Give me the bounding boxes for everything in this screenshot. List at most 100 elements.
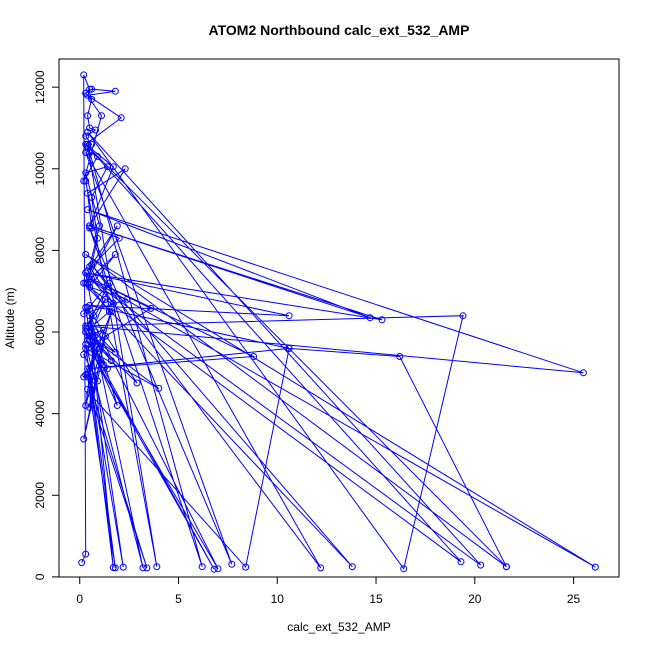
data-point	[84, 304, 92, 311]
data-point	[86, 312, 94, 320]
data-point	[84, 91, 92, 99]
data-point	[82, 269, 90, 277]
data-point	[86, 404, 94, 411]
data-point	[82, 89, 90, 97]
data-point	[82, 140, 90, 148]
data-point	[84, 365, 92, 373]
data-point	[80, 435, 88, 443]
y-tick-label: 12000	[33, 70, 47, 104]
series-line	[83, 131, 596, 570]
data-point	[82, 322, 90, 330]
y-axis-label: Altitude (m)	[3, 287, 17, 348]
y-tick-label: 8000	[33, 237, 47, 264]
data-point	[107, 308, 115, 316]
data-point	[80, 373, 88, 381]
data-point	[147, 304, 155, 312]
x-axis: 0 5 10 15 20 25	[76, 576, 581, 606]
data-point	[459, 312, 467, 320]
y-tick-label: 6000	[33, 318, 47, 345]
data-point	[80, 177, 88, 185]
data-point	[82, 344, 90, 352]
data-point	[82, 550, 90, 558]
data-point	[90, 312, 98, 320]
x-tick-label: 20	[468, 592, 482, 606]
data-point	[84, 140, 92, 148]
data-point	[250, 353, 258, 360]
data-point	[133, 379, 141, 387]
data-point	[214, 565, 222, 573]
data-point	[86, 365, 94, 373]
y-tick-label: 2000	[33, 482, 47, 509]
data-point	[80, 279, 88, 287]
data-point	[117, 114, 125, 122]
data-point	[139, 564, 147, 572]
data-point	[119, 563, 127, 571]
y-tick-label: 10000	[33, 152, 47, 186]
data-point	[88, 95, 96, 103]
data-point	[80, 71, 88, 79]
data-point	[153, 563, 161, 571]
data-point	[82, 402, 90, 409]
y-tick-label: 0	[33, 573, 47, 580]
data-point	[378, 316, 386, 324]
data-point	[94, 377, 101, 385]
data-point	[82, 340, 90, 348]
data-point	[86, 302, 94, 309]
data-point	[86, 283, 94, 291]
data-point	[88, 348, 96, 356]
data-point	[242, 563, 250, 571]
data-point	[198, 563, 206, 571]
data-point	[86, 85, 94, 93]
data-point	[88, 261, 96, 269]
data-point	[78, 559, 86, 567]
data-point	[396, 353, 404, 360]
y-axis: 0 2000 4000 6000 8000 10000 12000	[33, 70, 60, 580]
data-point	[84, 385, 92, 393]
data-point	[477, 561, 485, 569]
data-point	[82, 177, 90, 185]
data-point	[82, 251, 90, 258]
data-point	[113, 222, 121, 230]
data-point	[86, 389, 94, 397]
x-tick-label: 10	[271, 592, 285, 606]
data-point	[317, 564, 325, 572]
data-point	[99, 326, 107, 334]
data-point	[82, 169, 90, 177]
data-point	[84, 336, 92, 344]
data-point	[88, 275, 96, 283]
data-point	[400, 565, 408, 573]
data-point	[155, 384, 163, 392]
data-point	[84, 142, 92, 150]
data-point	[94, 234, 101, 242]
data-point	[88, 85, 96, 93]
data-point	[84, 128, 92, 136]
x-tick-label: 5	[175, 592, 182, 606]
data-point	[210, 565, 218, 573]
data-point	[86, 124, 94, 132]
data-point	[98, 112, 105, 120]
data-point	[111, 564, 119, 572]
data-point	[84, 373, 92, 381]
data-point	[82, 304, 90, 311]
data-point	[84, 112, 92, 120]
data-point	[285, 312, 293, 320]
data-point	[591, 563, 599, 571]
data-point	[86, 275, 94, 283]
data-point	[84, 332, 92, 340]
data-point	[113, 402, 121, 409]
data-point	[111, 87, 119, 95]
data-point	[502, 563, 510, 571]
data-point	[143, 564, 151, 572]
plot-area	[78, 71, 599, 573]
data-point	[82, 149, 90, 156]
data-point	[86, 224, 94, 232]
x-tick-label: 25	[567, 592, 581, 606]
data-point	[92, 126, 99, 134]
data-point	[348, 563, 356, 571]
data-point	[86, 222, 94, 230]
data-point	[84, 206, 92, 214]
data-point	[457, 558, 465, 566]
data-point	[82, 132, 90, 140]
data-point	[285, 344, 293, 352]
data-point	[103, 163, 111, 171]
